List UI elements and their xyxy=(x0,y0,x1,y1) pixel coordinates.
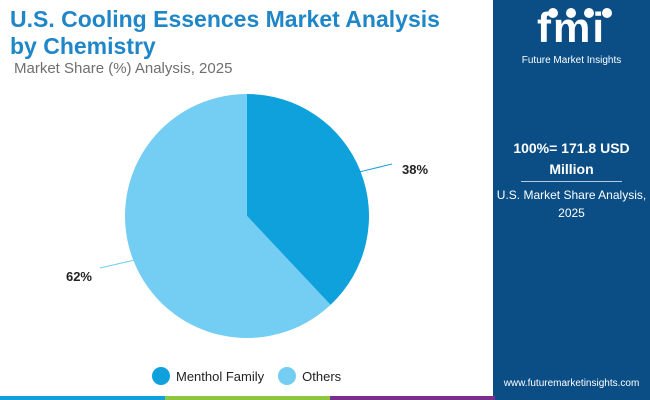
data-label-menthol-family: 38% xyxy=(402,162,428,177)
legend-item-others: Others xyxy=(278,367,341,385)
pie-slice-menthol-family xyxy=(247,94,369,305)
website-link[interactable]: www.futuremarketinsights.com xyxy=(503,378,640,389)
logo-subtitle: Future Market Insights xyxy=(521,55,622,66)
legend-label-others: Others xyxy=(302,368,342,384)
legend-item-menthol-family: Menthol Family xyxy=(152,367,264,385)
leader-line-1 xyxy=(99,258,138,269)
leader-line-0 xyxy=(356,163,393,174)
market-share-label: U.S. Market Share Analysis, 2025 xyxy=(496,188,647,220)
logo-icon xyxy=(548,8,612,18)
data-label-others: 62% xyxy=(66,269,92,284)
legend: Menthol Family Others xyxy=(152,366,355,386)
legend-label-menthol-family: Menthol Family xyxy=(176,368,265,384)
pie-slice-others xyxy=(124,94,331,338)
bottom-accent-bar xyxy=(0,396,650,400)
logo-text: fmi xyxy=(537,4,606,51)
market-total: 100%= 171.8 USD Million xyxy=(513,140,630,177)
chart-title: U.S. Cooling Essences Market Analysis by… xyxy=(10,6,440,59)
chart-panel: U.S. Cooling Essences Market Analysis by… xyxy=(10,6,440,386)
chart-subtitle: Market Share (%) Analysis, 2025 xyxy=(14,60,233,77)
divider xyxy=(521,181,622,182)
legend-swatch-others xyxy=(278,367,297,385)
legend-swatch-menthol-family xyxy=(152,367,170,385)
pie-chart: 38% 62% xyxy=(66,94,428,338)
info-sidebar: fmi Future Market Insights 100%= 171.8 U… xyxy=(493,0,650,400)
